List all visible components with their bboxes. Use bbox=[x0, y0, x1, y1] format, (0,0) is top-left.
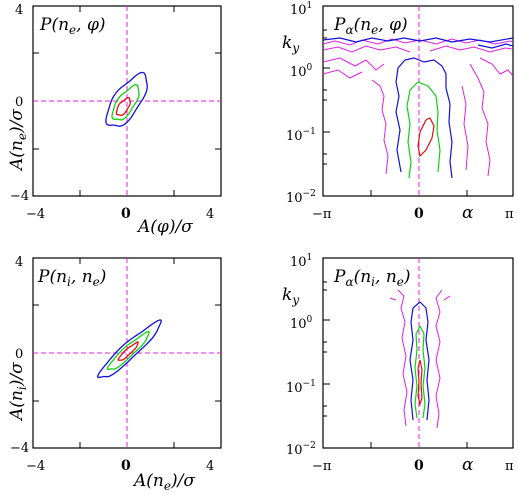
panel-c-inner-contour bbox=[117, 341, 139, 361]
panel-d-contours bbox=[389, 289, 451, 429]
panel-a-title: P(ne, φ) bbox=[39, 15, 106, 37]
panel-a-ytick-top: 4 bbox=[15, 3, 23, 18]
panel-a-ylabel: A(ne)/σ bbox=[7, 109, 29, 172]
panel-d-green-contour bbox=[414, 325, 426, 419]
panel-d-title: Pα(ni, ne) bbox=[333, 267, 411, 289]
panel-c-outer-contour bbox=[96, 319, 162, 379]
panel-c-ylabel: A(ni)/σ bbox=[7, 362, 29, 422]
panel-b-red-contour bbox=[417, 117, 435, 158]
panel-a-inner-contour bbox=[115, 96, 131, 116]
panel-d-noise bbox=[389, 289, 451, 429]
panel-c-xtick-mid: 0 bbox=[121, 458, 131, 474]
panel-b-contours bbox=[322, 37, 514, 179]
panel-d-ytick-0: 100 bbox=[290, 315, 313, 332]
panel-b-green-contour bbox=[406, 81, 441, 179]
panel-c-xlabel: A(ne)/σ bbox=[132, 471, 195, 493]
panel-c-xtick-right: 4 bbox=[206, 459, 214, 474]
panel-c-ytick-mid: 0 bbox=[15, 347, 23, 362]
panel-a-outer-contour bbox=[105, 71, 148, 127]
panel-a-middle-contour bbox=[111, 83, 140, 121]
panel-pa-ne-phi: Pα(ne, φ) ky 101 100 10−1 10−2 −π 0 α π bbox=[282, 1, 514, 223]
panel-b-xtick-pi: π bbox=[505, 207, 514, 222]
panel-d-xtick-pi: π bbox=[505, 459, 514, 474]
panel-c-xtick-left: −4 bbox=[26, 459, 45, 474]
panel-c-ytick-top: 4 bbox=[15, 255, 23, 270]
panel-d-ytick-m2: 10−2 bbox=[286, 441, 316, 458]
panel-c-title: P(ni, ne) bbox=[37, 267, 106, 289]
panel-b-ylabel: ky bbox=[282, 33, 299, 55]
panel-d-xtick-mpi: −π bbox=[312, 459, 332, 474]
panel-d-red-contour bbox=[417, 359, 423, 407]
panel-c-contours bbox=[96, 319, 162, 379]
panel-c-ytick-bot: −4 bbox=[10, 441, 29, 456]
panel-b-noise-right bbox=[461, 57, 514, 177]
panel-b-noise-left bbox=[322, 57, 389, 175]
panel-b-ytick-0: 100 bbox=[290, 63, 313, 80]
panel-b-blue-band bbox=[322, 37, 514, 49]
panel-d-frame bbox=[322, 257, 514, 449]
panel-d-xtick-0: 0 bbox=[414, 458, 424, 474]
panel-a-xtick-mid: 0 bbox=[121, 206, 131, 222]
panel-a-xtick-left: −4 bbox=[26, 207, 45, 222]
panel-b-ytick-m1: 10−1 bbox=[286, 127, 316, 144]
panel-b-ytick-1: 101 bbox=[290, 1, 312, 18]
panel-b-title: Pα(ne, φ) bbox=[333, 15, 408, 37]
panel-a-ytick-bot: −4 bbox=[10, 189, 29, 204]
panel-b-noise-band bbox=[322, 38, 514, 53]
panel-d-ytick-1: 101 bbox=[290, 253, 312, 270]
panel-a-contours bbox=[105, 71, 148, 127]
panel-b-ytick-m2: 10−2 bbox=[286, 189, 316, 206]
panel-b-xtick-mpi: −π bbox=[312, 207, 332, 222]
panel-d-ytick-m1: 10−1 bbox=[286, 379, 316, 396]
panel-c-middle-contour bbox=[106, 330, 150, 371]
panel-b-frame bbox=[322, 5, 514, 197]
panel-b-blue-contour bbox=[395, 57, 453, 179]
panel-a-xlabel: A(φ)/σ bbox=[136, 217, 193, 237]
panel-p-ni-ne: P(ni, ne) 4 0 −4 −4 0 4 A(ne)/σ A(ni)/σ bbox=[7, 255, 222, 493]
panel-b-xtick-alpha: α bbox=[462, 203, 474, 223]
panel-pa-ni-ne: Pα(ni, ne) ky 101 100 10−1 10−2 −π 0 α π bbox=[282, 253, 514, 475]
panel-p-ne-phi: P(ne, φ) 4 0 −4 −4 0 4 A(φ)/σ A(ne)/σ bbox=[7, 3, 222, 237]
panel-b-xtick-0: 0 bbox=[414, 206, 424, 222]
panel-a-ytick-mid: 0 bbox=[15, 95, 23, 110]
panel-d-xtick-alpha: α bbox=[462, 455, 474, 475]
panel-d-ylabel: ky bbox=[282, 285, 299, 307]
panel-d-blue-contour bbox=[409, 301, 430, 421]
panel-a-xtick-right: 4 bbox=[206, 207, 214, 222]
